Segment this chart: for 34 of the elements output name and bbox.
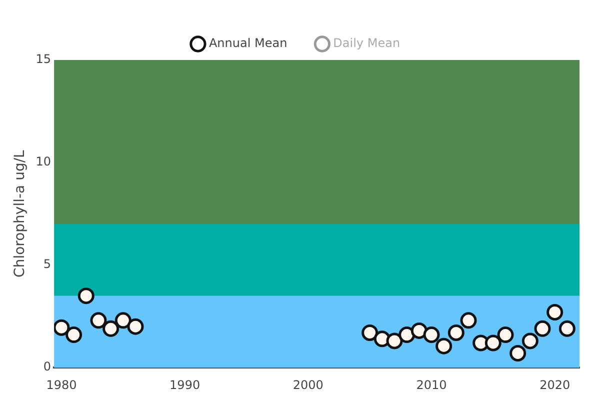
y-tick-label: 0 bbox=[43, 360, 52, 374]
legend-label: Daily Mean bbox=[333, 36, 400, 50]
point bbox=[460, 312, 477, 329]
point bbox=[127, 318, 144, 335]
point bbox=[534, 320, 551, 337]
point bbox=[436, 338, 452, 354]
point bbox=[546, 304, 564, 320]
point bbox=[410, 322, 428, 339]
point bbox=[522, 332, 538, 350]
point bbox=[423, 326, 440, 344]
x-tick-label: 1990 bbox=[170, 378, 200, 392]
point bbox=[484, 334, 502, 352]
point bbox=[362, 324, 378, 341]
point bbox=[66, 326, 82, 344]
x-tick-label: 2020 bbox=[540, 378, 570, 392]
x-tick-label: 2010 bbox=[416, 378, 447, 392]
x-tick-label: 1980 bbox=[46, 378, 77, 392]
y-tick-label: 10 bbox=[36, 154, 52, 169]
y-axis-title: Chlorophyll-a ug/L bbox=[12, 150, 28, 278]
point bbox=[90, 312, 107, 329]
point bbox=[78, 288, 94, 304]
y-tick-label: 5 bbox=[43, 257, 52, 272]
point bbox=[510, 344, 526, 362]
y-tick-label: 15 bbox=[36, 52, 52, 66]
point bbox=[102, 320, 120, 337]
point bbox=[558, 320, 576, 337]
point bbox=[54, 319, 70, 336]
point bbox=[386, 332, 403, 350]
point bbox=[448, 324, 464, 341]
legend-label: Annual Mean bbox=[208, 36, 288, 50]
x-tick-label: 2000 bbox=[292, 378, 324, 392]
point bbox=[497, 326, 514, 344]
point bbox=[114, 312, 132, 329]
point bbox=[398, 326, 416, 344]
